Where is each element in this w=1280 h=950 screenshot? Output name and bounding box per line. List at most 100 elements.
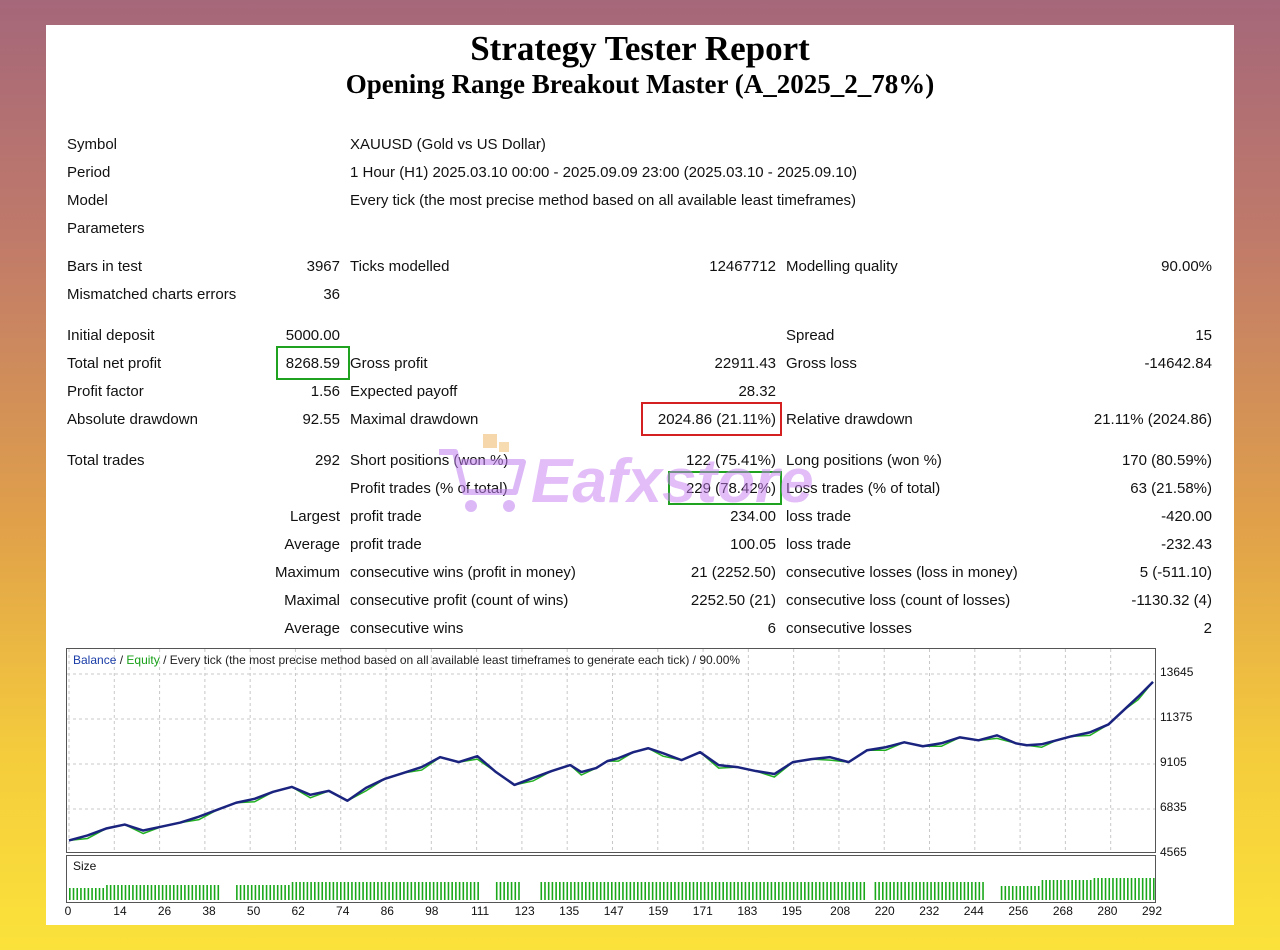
size-bar	[785, 882, 788, 900]
size-bar	[1030, 886, 1033, 900]
profit-factor-value: 1.56	[310, 383, 340, 400]
size-bar	[403, 882, 405, 900]
size-bar	[354, 882, 357, 900]
size-bar	[878, 882, 880, 900]
model-label: Model	[67, 192, 108, 209]
size-bar	[948, 882, 951, 900]
size-bar	[907, 882, 910, 900]
size-bar	[365, 882, 368, 900]
size-bar	[310, 882, 312, 900]
x-tick-label: 50	[246, 904, 261, 918]
size-bar	[1067, 880, 1070, 900]
maximal-consecutive-profit-label: consecutive profit (count of wins)	[350, 592, 569, 609]
average-profit-value: 100.05	[730, 536, 776, 553]
absolute-drawdown-label: Absolute drawdown	[67, 411, 198, 428]
size-bar	[636, 882, 639, 900]
size-bar	[380, 882, 383, 900]
average-loss-value: -232.43	[1161, 536, 1212, 553]
size-bar	[117, 885, 119, 900]
x-tick-label: 220	[874, 904, 895, 918]
size-bar	[325, 882, 327, 900]
size-bar	[91, 888, 93, 900]
size-bar	[577, 882, 580, 900]
size-bar	[1060, 880, 1062, 900]
bars-label: Bars in test	[67, 258, 143, 275]
size-bar	[191, 885, 194, 900]
size-bar	[1101, 878, 1103, 900]
size-bar	[432, 882, 435, 900]
size-bar	[399, 882, 401, 900]
size-bar	[599, 882, 602, 900]
period-label: Period	[67, 164, 111, 181]
size-bar	[265, 885, 268, 900]
size-bar	[247, 885, 249, 900]
size-bar	[848, 882, 851, 900]
size-bar	[210, 885, 212, 900]
size-bar	[1130, 878, 1133, 900]
size-bar	[302, 882, 305, 900]
size-bar	[711, 882, 713, 900]
size-bar	[911, 882, 914, 900]
size-bar	[1008, 886, 1010, 900]
maximal-drawdown-value: 2024.86 (21.11%)	[657, 411, 776, 428]
x-tick-label: 86	[380, 904, 394, 918]
size-bar	[818, 882, 821, 900]
size-bar	[1023, 886, 1025, 900]
x-tick-label: 62	[291, 904, 305, 918]
size-bar	[514, 882, 517, 900]
x-tick-label: 147	[603, 904, 624, 918]
initial-deposit-value: 5000.00	[285, 327, 340, 344]
avg-consecutive-wins-label: consecutive wins	[350, 620, 464, 637]
size-bar	[559, 882, 561, 900]
x-tick-label: 195	[781, 904, 802, 918]
size-bar	[688, 882, 691, 900]
size-bar	[128, 885, 130, 900]
size-bar	[254, 885, 257, 900]
size-bar	[844, 882, 847, 900]
x-tick-label: 292	[1141, 904, 1163, 918]
size-bar	[1052, 880, 1055, 900]
y-tick-label: 11375	[1160, 710, 1193, 724]
size-bar	[863, 882, 866, 900]
size-bar	[473, 882, 476, 900]
size-chart: Size	[66, 855, 1156, 903]
gross-profit-label: Gross profit	[350, 355, 428, 372]
y-tick-label: 9105	[1160, 755, 1187, 769]
x-tick-label: 171	[692, 904, 713, 918]
size-bar	[900, 882, 903, 900]
size-bar	[146, 885, 149, 900]
bars-value: 3967	[306, 258, 340, 275]
size-bar	[774, 882, 776, 900]
y-tick-label: 4565	[1160, 845, 1187, 859]
size-bar	[76, 888, 79, 900]
x-tick-label: 0	[64, 904, 72, 918]
size-bar	[1011, 886, 1014, 900]
size-bar	[150, 885, 153, 900]
x-tick-label: 244	[963, 904, 984, 918]
size-bar	[882, 882, 884, 900]
size-bar	[748, 882, 750, 900]
size-bar	[763, 882, 765, 900]
avg-consecutive-losses-value: 2	[1203, 620, 1212, 637]
size-bar	[666, 882, 669, 900]
size-bar	[1071, 880, 1073, 900]
largest-loss-label: loss trade	[786, 508, 852, 525]
avg-consecutive-losses-label: consecutive losses	[786, 620, 912, 637]
size-bar	[1004, 886, 1007, 900]
x-tick-label: 268	[1052, 904, 1073, 918]
size-bar	[592, 882, 595, 900]
size-bar	[681, 882, 684, 900]
loss-trades-label: Loss trades (% of total)	[786, 480, 941, 497]
size-bar	[340, 882, 342, 900]
size-bar	[299, 882, 301, 900]
size-bar	[822, 882, 825, 900]
size-bar	[959, 882, 962, 900]
size-bar	[729, 882, 732, 900]
size-bar	[1078, 880, 1081, 900]
size-bar	[733, 882, 736, 900]
size-bar	[618, 882, 621, 900]
size-bar	[343, 882, 346, 900]
model-value: Every tick (the most precise method base…	[350, 192, 857, 209]
size-bar	[915, 882, 918, 900]
size-bar	[547, 882, 550, 900]
